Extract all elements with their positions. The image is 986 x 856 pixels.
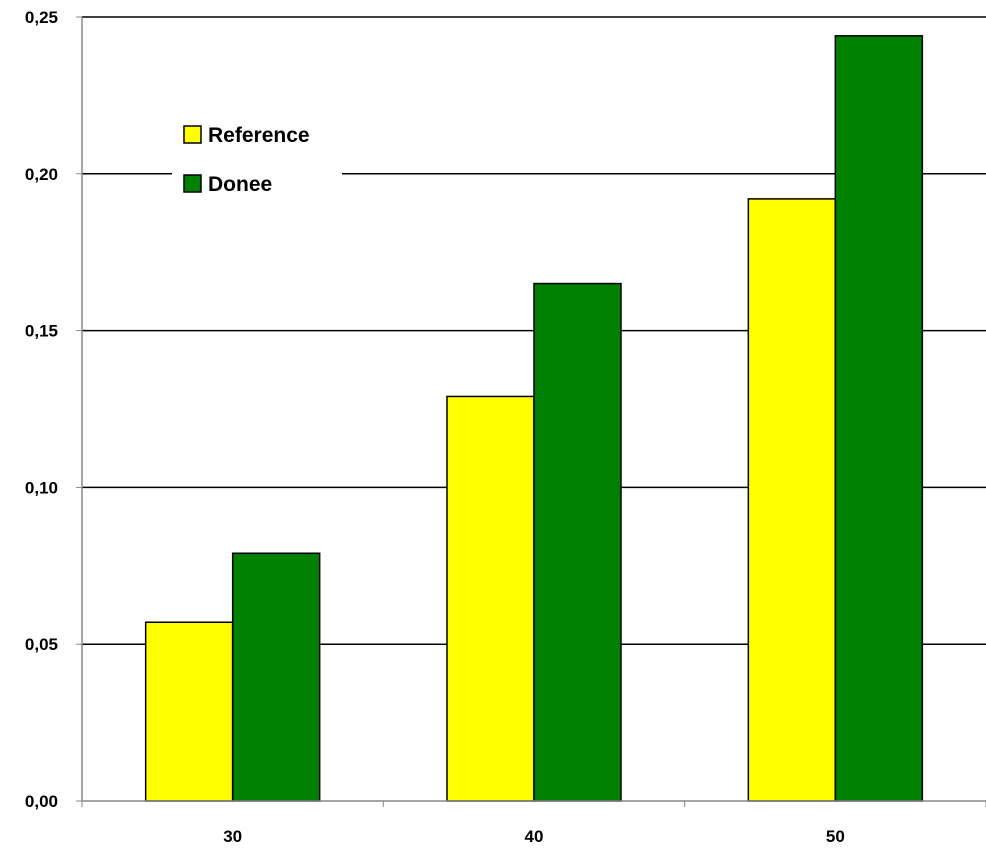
y-tick-label: 0,10 (25, 478, 58, 497)
bar-reference-50 (747, 198, 837, 802)
y-tick-label: 0,00 (25, 792, 58, 811)
x-axis-ticks: 30 40 50 (223, 827, 845, 846)
legend: Reference Donee (183, 124, 310, 196)
bars (144, 35, 924, 802)
y-tick-label: 0,05 (25, 635, 58, 654)
bar-donee-50 (834, 35, 924, 802)
x-tick-label: 30 (223, 827, 242, 846)
bar-reference-40 (446, 395, 535, 802)
bar-donee-40 (533, 282, 622, 802)
y-tick-label: 0,25 (25, 8, 58, 27)
x-tick-label: 50 (826, 827, 845, 846)
legend-swatch-donee (183, 174, 202, 193)
bar-reference-30 (144, 621, 234, 802)
y-tick-label: 0,15 (25, 322, 58, 341)
y-tick-label: 0,20 (25, 165, 58, 184)
bar-donee-30 (231, 552, 321, 802)
legend-label-donee: Donee (208, 173, 272, 196)
axes (81, 17, 986, 807)
legend-swatch-reference (183, 125, 202, 144)
x-tick-label: 40 (525, 827, 544, 846)
y-axis-ticks: 0,00 0,05 0,10 0,15 0,20 0,25 (25, 8, 82, 811)
legend-label-reference: Reference (208, 124, 310, 147)
